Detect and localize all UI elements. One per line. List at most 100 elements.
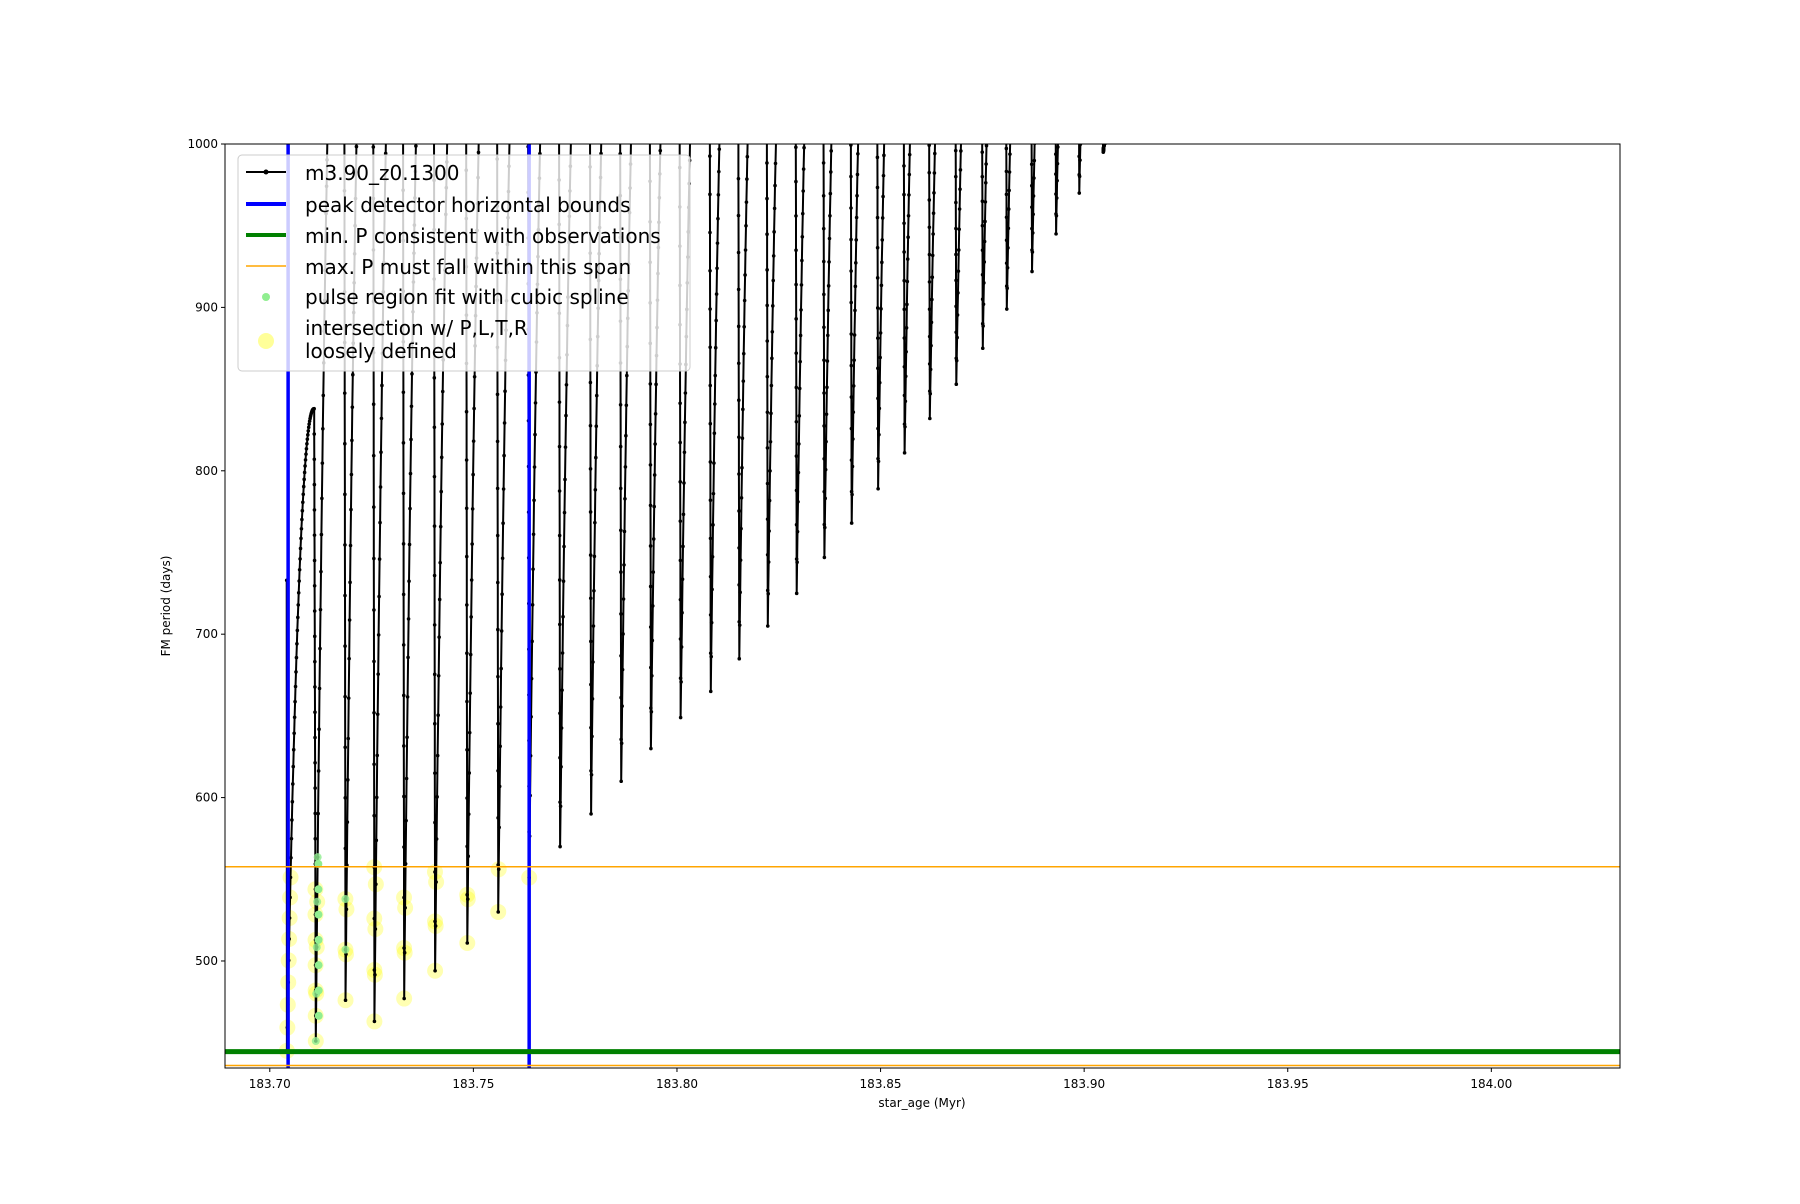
series-point bbox=[591, 660, 595, 664]
series-point bbox=[740, 496, 744, 500]
series-point bbox=[344, 998, 348, 1002]
series-point bbox=[885, 26, 889, 30]
series-point bbox=[313, 786, 317, 790]
series-point bbox=[466, 854, 470, 858]
series-point bbox=[464, 120, 468, 124]
series-point bbox=[301, 500, 305, 504]
series-point bbox=[558, 845, 562, 849]
series-point bbox=[532, 498, 536, 502]
series-point bbox=[313, 559, 317, 563]
series-point bbox=[877, 460, 881, 464]
series-point bbox=[772, 230, 776, 234]
series-point bbox=[961, 78, 965, 82]
series-point bbox=[387, 14, 391, 18]
series-point bbox=[904, 350, 908, 354]
series-point bbox=[902, 250, 906, 254]
series-point bbox=[619, 654, 623, 658]
series-point bbox=[380, 384, 384, 388]
series-point bbox=[588, 122, 592, 126]
series-point bbox=[1008, 152, 1012, 156]
series-point bbox=[822, 457, 826, 461]
series-point bbox=[558, 489, 562, 493]
series-point bbox=[773, 184, 777, 188]
series-point bbox=[526, 8, 530, 12]
series-point bbox=[447, 65, 451, 69]
series-point bbox=[465, 700, 469, 704]
series-point bbox=[402, 896, 406, 900]
series-point bbox=[347, 657, 351, 661]
series-point bbox=[739, 558, 743, 562]
series-point bbox=[909, 96, 913, 100]
series-point bbox=[433, 524, 437, 528]
spline-fit-marker bbox=[314, 853, 322, 861]
series-point bbox=[593, 555, 597, 559]
series-point bbox=[373, 973, 377, 977]
series-point bbox=[736, 103, 740, 107]
series-point bbox=[342, 37, 346, 41]
series-point bbox=[511, 9, 515, 13]
series-point bbox=[927, 116, 931, 120]
series-point bbox=[662, 6, 666, 10]
series-point bbox=[737, 546, 741, 550]
series-point bbox=[466, 897, 470, 901]
series-point bbox=[931, 254, 935, 258]
series-point bbox=[376, 712, 380, 716]
series-point bbox=[962, 45, 966, 49]
series-point bbox=[356, 51, 360, 55]
series-point bbox=[801, 189, 805, 193]
series-point bbox=[465, 555, 469, 559]
series-point bbox=[708, 78, 712, 82]
series-point bbox=[313, 533, 317, 537]
series-point bbox=[737, 398, 741, 402]
series-point bbox=[510, 29, 514, 33]
series-point bbox=[1005, 261, 1009, 265]
series-point bbox=[985, 126, 989, 130]
series-point bbox=[496, 628, 500, 632]
series-point bbox=[982, 281, 986, 285]
series-point bbox=[562, 579, 566, 583]
series-point bbox=[804, 66, 808, 70]
series-point bbox=[805, 30, 809, 34]
series-point bbox=[902, 164, 906, 168]
series-point bbox=[440, 456, 444, 460]
series-point bbox=[295, 656, 299, 660]
series-point bbox=[1005, 238, 1009, 242]
series-point bbox=[1101, 50, 1105, 54]
series-point bbox=[439, 525, 443, 529]
series-point bbox=[737, 657, 741, 661]
series-point bbox=[558, 667, 562, 671]
series-point bbox=[446, 111, 450, 115]
series-point bbox=[356, 73, 360, 77]
series-point bbox=[557, 0, 561, 4]
series-point bbox=[1054, 93, 1058, 97]
series-point bbox=[852, 410, 856, 414]
series-point bbox=[620, 704, 624, 708]
series-point bbox=[794, 386, 798, 390]
series-point bbox=[681, 545, 685, 549]
series-point bbox=[822, 325, 826, 329]
series-point bbox=[1034, 109, 1038, 113]
series-point bbox=[823, 526, 827, 530]
series-point bbox=[1056, 145, 1060, 149]
series-point bbox=[650, 674, 654, 678]
series-point bbox=[981, 273, 985, 277]
series-point bbox=[470, 542, 474, 546]
series-point bbox=[372, 660, 376, 664]
series-point bbox=[473, 375, 477, 379]
series-point bbox=[928, 225, 932, 229]
series-point bbox=[1010, 69, 1014, 73]
series-point bbox=[795, 420, 799, 424]
series-point bbox=[439, 490, 443, 494]
series-point bbox=[878, 356, 882, 360]
series-point bbox=[737, 361, 741, 365]
series-point bbox=[905, 303, 909, 307]
series-point bbox=[959, 168, 963, 172]
series-point bbox=[822, 194, 826, 198]
series-point bbox=[903, 365, 907, 369]
series-point bbox=[711, 523, 715, 527]
series-point bbox=[312, 432, 316, 436]
series-point bbox=[797, 442, 801, 446]
series-point bbox=[678, 127, 682, 131]
series-point bbox=[957, 248, 961, 252]
series-point bbox=[1005, 170, 1009, 174]
